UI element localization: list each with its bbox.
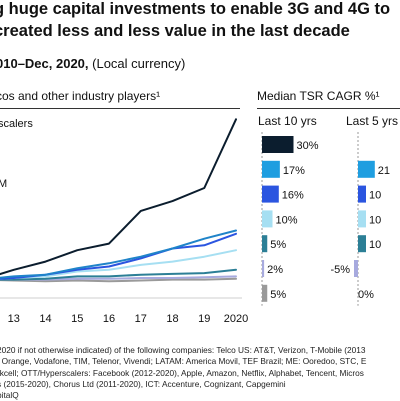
bar-value-label: 30% — [297, 140, 319, 152]
series-line — [0, 277, 237, 283]
right-panel-heading: Median TSR CAGR %¹ — [257, 89, 380, 103]
bar-value-label: 0% — [358, 289, 374, 301]
source-line: 2020 if not otherwise indicated) of the … — [0, 345, 366, 355]
bar-value-label: 21 — [378, 165, 390, 177]
source-line: , Orange, Vodafone, TIM, Telenor, Vivend… — [0, 356, 367, 367]
x-tick-label: 18 — [166, 313, 178, 325]
chart-title: g huge capital investments to enable 3G … — [0, 0, 400, 42]
series-line — [0, 232, 237, 280]
series-line — [0, 118, 237, 276]
bar — [358, 185, 366, 203]
bar-value-label: 16% — [282, 190, 304, 202]
bar — [358, 235, 366, 253]
x-tick-label: 14 — [39, 313, 51, 325]
bar — [262, 284, 268, 302]
x-tick-label: 13 — [8, 313, 20, 325]
title-line-1: g huge capital investments to enable 3G … — [0, 0, 391, 18]
bar-value-label: 5% — [270, 239, 286, 251]
source-line: pitalQ — [0, 390, 19, 401]
bar-value-label: 10% — [276, 214, 298, 226]
right-heading-rule — [257, 108, 400, 109]
bar-value-label: 2% — [267, 264, 283, 276]
bar — [354, 260, 358, 277]
series-line — [0, 229, 237, 279]
left-heading-rule — [0, 108, 240, 109]
bar — [262, 260, 265, 277]
left-panel-heading: cos and other industry players¹ — [0, 89, 161, 103]
chart-subtitle: 010–Dec, 2020, (Local currency) — [0, 56, 185, 71]
bar — [262, 210, 273, 228]
bar — [262, 160, 280, 178]
bar — [262, 136, 294, 153]
bar-value-label: 10 — [369, 239, 381, 251]
series-line — [0, 268, 237, 281]
panel-title-last-5-yrs: Last 5 yrs — [346, 114, 399, 128]
bar-value-label: 10 — [369, 214, 381, 226]
bar — [358, 160, 375, 178]
subtitle-currency: (Local currency) — [88, 56, 186, 71]
x-tick-label: 15 — [71, 313, 83, 325]
x-tick-label: 16 — [103, 313, 115, 325]
bar-value-label: 5% — [270, 289, 286, 301]
sources-footnote: 2020 if not otherwise indicated) of the … — [0, 345, 400, 401]
bar-value-label: 10 — [369, 190, 381, 202]
bar — [262, 185, 279, 203]
panel-title-last-10-yrs: Last 10 yrs — [258, 114, 317, 128]
subtitle-period: 010–Dec, 2020, — [0, 56, 89, 71]
source-line: rkcell; OTT/Hyperscalers: Facebook (2012… — [0, 367, 364, 378]
title-line-2: created less and less value in the last … — [0, 22, 350, 40]
x-tick-label: 19 — [198, 313, 210, 325]
series-label-m: M — [0, 178, 8, 190]
x-tick-label: 17 — [135, 313, 147, 325]
bar — [358, 210, 366, 228]
bar-value-label: -5% — [330, 264, 350, 276]
x-tick-label: 2020 — [224, 313, 248, 325]
series-label-hyperscalers: scalers — [0, 118, 33, 130]
bar-value-label: 17% — [283, 165, 305, 177]
source-line: s (2015-2020), Chorus Ltd (2011-2020), I… — [0, 378, 286, 389]
bar — [262, 235, 268, 253]
